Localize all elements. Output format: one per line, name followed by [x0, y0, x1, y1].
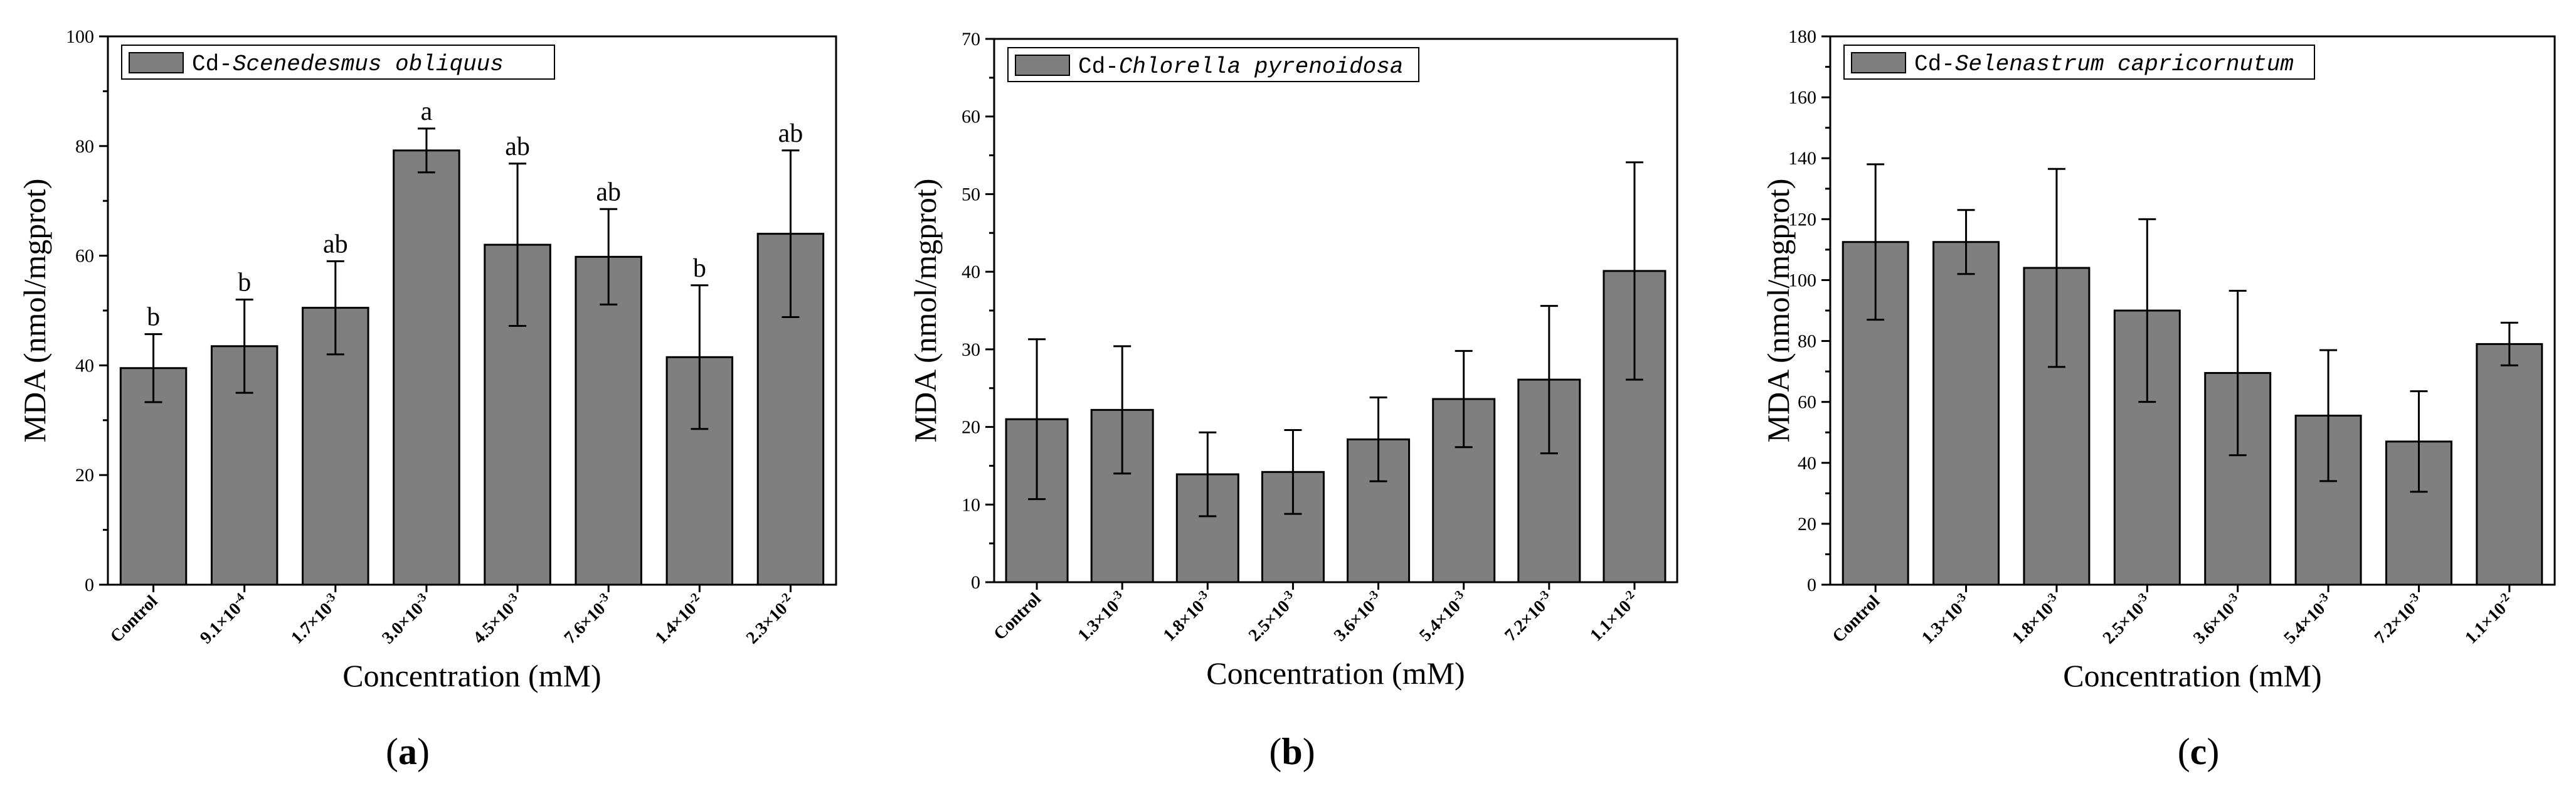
y-tick-label: 10 [962, 494, 980, 515]
significance-label: ab [596, 178, 621, 206]
x-tick-label: 1.1×10-2 [1585, 588, 1643, 646]
y-axis-title: MDA (nmol/mgprot) [908, 179, 943, 443]
y-tick-label: 20 [1798, 514, 1816, 535]
significance-label: a [421, 97, 433, 126]
y-tick-label: 160 [1788, 87, 1816, 108]
x-tick-label: 5.4×10-3 [2279, 590, 2336, 648]
panel-label: (c) [2178, 731, 2220, 772]
x-tick-label: 3.6×10-3 [2188, 590, 2246, 648]
x-tick-label: Control [1829, 592, 1884, 647]
x-tick-label: 5.4×10-3 [1414, 588, 1472, 646]
y-tick-label: 0 [971, 572, 980, 593]
significance-label: b [147, 303, 160, 332]
legend-box [1843, 45, 2315, 80]
chart-panel-b: 0 10 20 30 40 50 60 70 Control 1.3×10-3 1.8×10-3 2.… [908, 29, 1678, 772]
x-tick-label: 7.2×10-3 [2370, 590, 2427, 648]
significance-label: b [693, 254, 706, 283]
y-tick-label: 0 [1807, 575, 1816, 595]
x-axis-title: Concentration (mM) [1206, 656, 1465, 691]
y-tick-label: 60 [1798, 392, 1816, 413]
y-tick-label: 0 [85, 575, 94, 595]
x-tick-label: 7.6×10-3 [559, 590, 617, 648]
significance-label: ab [505, 132, 530, 161]
y-tick-label: 60 [962, 107, 980, 127]
x-tick-label: 1.8×10-3 [1158, 588, 1216, 646]
x-tick-label: 3.0×10-3 [377, 590, 435, 648]
x-tick-label: 4.5×10-3 [468, 590, 526, 648]
panel-label: (b) [1269, 731, 1315, 772]
y-tick-label: 20 [75, 465, 94, 486]
significance-label: ab [323, 230, 348, 258]
legend-swatch [129, 52, 184, 73]
x-tick-label: 1.7×10-3 [286, 590, 344, 648]
x-tick-label: 3.6×10-3 [1329, 588, 1387, 646]
x-tick-label: 1.3×10-3 [1073, 588, 1130, 646]
y-tick-label: 140 [1788, 148, 1816, 169]
bar [575, 255, 642, 586]
panel-label: (a) [386, 731, 430, 772]
bar [393, 149, 460, 586]
legend-label: Cd-Chlorella pyrenoidosa [1078, 54, 1404, 80]
y-tick-label: 20 [962, 417, 980, 438]
x-tick-label: 1.3×10-3 [1917, 590, 1974, 648]
x-tick-label: Control [107, 592, 162, 647]
y-tick-label: 40 [962, 262, 980, 282]
x-tick-label: Control [990, 589, 1045, 644]
y-tick-label: 120 [1788, 209, 1816, 230]
y-tick-label: 40 [1798, 453, 1816, 474]
bar [2476, 343, 2543, 586]
legend-label: Cd-Selenastrum capricornutum [1914, 51, 2294, 77]
significance-label: b [238, 269, 251, 297]
legend-box [1007, 47, 1419, 82]
y-tick-label: 70 [962, 29, 980, 50]
x-tick-label: 9.1×10-4 [195, 590, 253, 648]
bar [1932, 241, 2000, 586]
legend-box [121, 45, 555, 80]
x-tick-label: 1.4×10-2 [650, 590, 708, 648]
y-tick-label: 30 [962, 339, 980, 360]
significance-label: ab [778, 119, 803, 148]
y-axis-title: MDA (nmol/mgprot) [17, 179, 52, 443]
y-tick-label: 100 [1788, 270, 1816, 290]
x-axis-title: Concentration (mM) [2063, 658, 2321, 693]
x-tick-label: 7.2×10-3 [1500, 588, 1557, 646]
chart-panel-a: 020406080100bControlb9.1×10-4ab1.7×10-3a… [17, 26, 837, 772]
y-tick-label: 40 [75, 355, 94, 376]
x-axis-title: Concentration (mM) [342, 658, 601, 693]
y-tick-label: 60 [75, 246, 94, 267]
x-tick-label: 2.5×10-3 [2098, 590, 2156, 648]
x-tick-label: 2.3×10-2 [741, 590, 799, 648]
x-tick-label: 1.8×10-3 [2007, 590, 2065, 648]
y-tick-label: 80 [1798, 331, 1816, 352]
y-tick-label: 80 [75, 136, 94, 157]
chart-panel-c: 0 20 40 60 80 100 120 140 160 180 Control 1.3×10-3 1… [1761, 26, 2556, 772]
legend-swatch [1851, 52, 1906, 73]
legend-label: Cd-Scenedesmus obliquus [192, 51, 504, 77]
y-tick-label: 50 [962, 184, 980, 205]
y-tick-label: 180 [1788, 26, 1816, 47]
legend-swatch [1015, 55, 1070, 76]
y-tick-label: 100 [66, 26, 94, 47]
y-axis-title: MDA (nmol/mgprot) [1761, 179, 1796, 443]
x-tick-label: 1.1×10-2 [2460, 590, 2518, 648]
x-tick-label: 2.5×10-3 [1244, 588, 1301, 646]
